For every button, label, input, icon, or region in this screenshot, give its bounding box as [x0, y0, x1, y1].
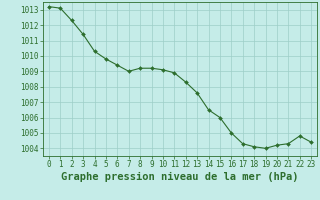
X-axis label: Graphe pression niveau de la mer (hPa): Graphe pression niveau de la mer (hPa): [61, 172, 299, 182]
